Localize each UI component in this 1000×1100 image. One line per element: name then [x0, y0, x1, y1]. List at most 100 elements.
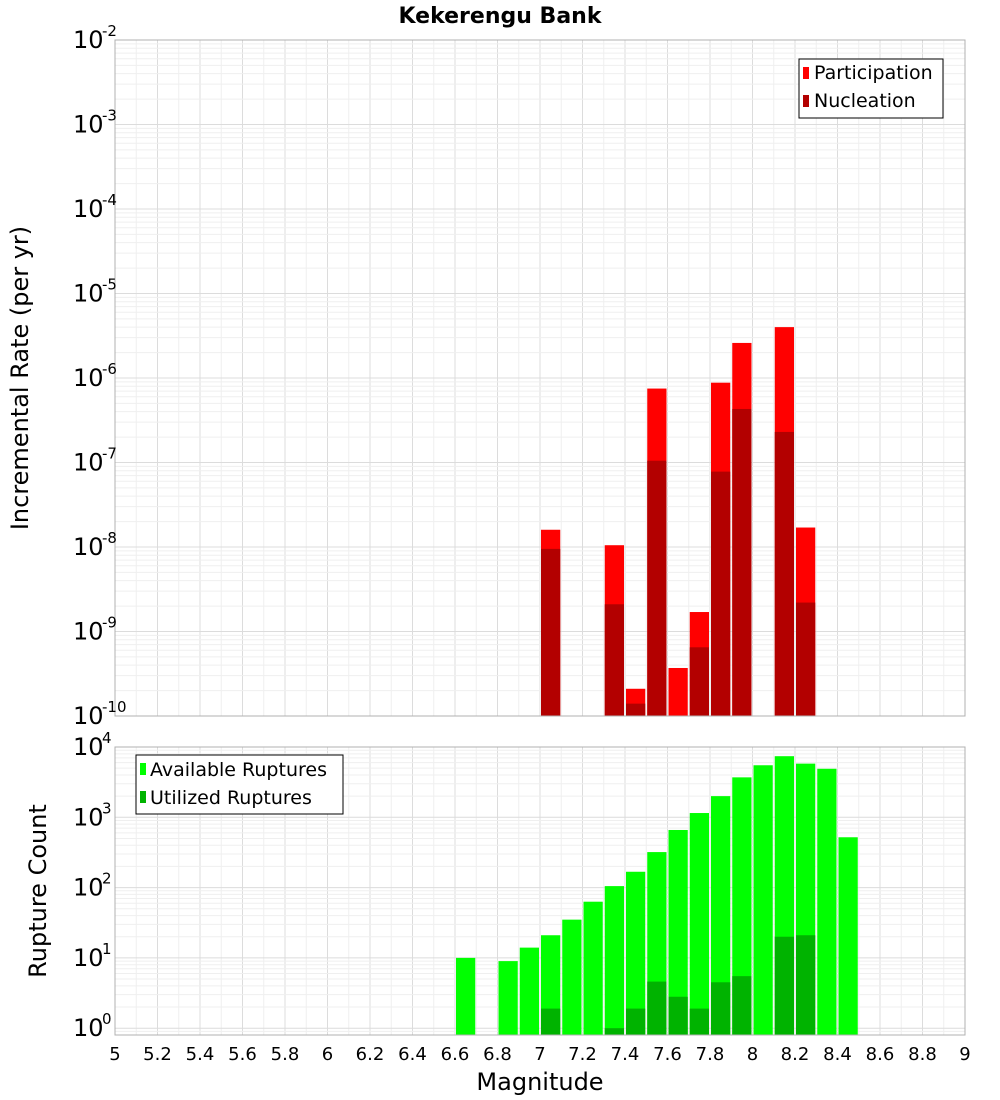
count-y-tick-exponent: 4: [102, 729, 112, 747]
available-ruptures-bar: [668, 829, 688, 1035]
count-bars: [456, 756, 858, 1035]
available-ruptures-bar: [456, 957, 476, 1035]
chart-title: Kekerengu Bank: [399, 4, 603, 29]
rate-y-tick-exponent: -4: [102, 191, 117, 209]
x-tick-label: 5.6: [228, 1044, 257, 1065]
utilized-ruptures-bar: [647, 981, 667, 1035]
count-y-axis-label: Rupture Count: [24, 804, 52, 978]
utilized-ruptures-bar: [604, 1028, 624, 1035]
x-tick-label: 8.8: [908, 1044, 937, 1065]
x-tick-label: 7: [534, 1044, 545, 1065]
nucleation-bar: [604, 604, 624, 716]
rate-y-tick-base: 10: [73, 364, 104, 392]
x-tick-label: 8: [747, 1044, 758, 1065]
count-y-tick-exponent: 1: [102, 940, 112, 958]
rate-y-tick-base: 10: [73, 195, 104, 223]
nucleation-bar: [711, 471, 731, 716]
utilized-ruptures-bar: [796, 935, 816, 1035]
rate-y-tick-exponent: -8: [102, 529, 117, 547]
utilized-ruptures-legend-label: Utilized Ruptures: [150, 787, 312, 809]
x-tick-label: 8.6: [866, 1044, 895, 1065]
utilized-ruptures-bar: [732, 976, 752, 1035]
x-tick-label: 5.4: [186, 1044, 215, 1065]
count-y-tick-base: 10: [73, 1014, 104, 1042]
x-tick-label: 5: [109, 1044, 120, 1065]
available-ruptures-bar: [498, 961, 518, 1035]
available-ruptures-bar: [562, 919, 582, 1035]
rate-plot-area: [114, 39, 966, 717]
utilized-ruptures-bar: [626, 1008, 646, 1035]
x-tick-label: 6.4: [398, 1044, 427, 1065]
utilized-ruptures-swatch: [140, 791, 146, 803]
rate-y-tick-exponent: -6: [102, 360, 117, 378]
available-ruptures-legend-label: Available Ruptures: [150, 759, 327, 781]
nucleation-bar: [796, 602, 816, 716]
nucleation-bar: [626, 703, 646, 716]
count-legend: Available Ruptures Utilized Ruptures: [135, 754, 344, 815]
participation-bar: [668, 667, 688, 716]
x-tick-label: 7.2: [568, 1044, 597, 1065]
x-tick-label: 6.8: [483, 1044, 512, 1065]
magnitude-x-ticks: 5 5.2 5.4 5.6 5.8 6 6.2 6.4 6.6 6.8 7 7.2 7.4 7.6 7.8 8…: [109, 1044, 970, 1065]
available-ruptures-bar: [817, 768, 837, 1035]
available-ruptures-bar: [519, 947, 539, 1035]
available-ruptures-bar: [583, 901, 603, 1035]
rate-y-tick-base: 10: [73, 702, 104, 730]
utilized-ruptures-bar: [668, 996, 688, 1035]
rate-legend: Participation Nucleation: [798, 58, 944, 119]
x-tick-label: 7.8: [696, 1044, 725, 1065]
rate-y-tick-base: 10: [73, 111, 104, 139]
nucleation-bar: [774, 431, 794, 716]
rate-y-tick-exponent: -7: [102, 445, 117, 463]
rate-y-tick-exponent: -5: [102, 276, 117, 294]
nucleation-bar: [732, 408, 752, 716]
nucleation-bar: [541, 548, 561, 716]
rate-bars: [541, 327, 816, 716]
available-ruptures-bar: [732, 777, 752, 1035]
utilized-ruptures-bar: [541, 1008, 561, 1035]
available-ruptures-bar: [626, 871, 646, 1035]
participation-swatch: [803, 67, 809, 79]
rate-y-tick-base: 10: [73, 280, 104, 308]
available-ruptures-bar: [711, 796, 731, 1035]
participation-legend-label: Participation: [814, 62, 933, 84]
rate-y-tick-exponent: -9: [102, 614, 117, 632]
count-y-tick-base: 10: [73, 733, 104, 761]
count-y-tick-base: 10: [73, 803, 104, 831]
rate-grid: [115, 39, 965, 717]
x-tick-label: 8.2: [781, 1044, 810, 1065]
x-tick-label: 7.4: [611, 1044, 640, 1065]
x-tick-label: 5.8: [271, 1044, 300, 1065]
count-y-tick-exponent: 2: [102, 870, 112, 888]
nucleation-legend-label: Nucleation: [814, 90, 916, 112]
count-y-tick-exponent: 3: [102, 799, 112, 817]
rate-y-tick-base: 10: [73, 26, 104, 54]
utilized-ruptures-bar: [689, 1008, 709, 1035]
nucleation-bar: [647, 460, 667, 716]
nucleation-swatch: [803, 95, 809, 107]
available-ruptures-bar: [604, 886, 624, 1035]
utilized-ruptures-bar: [774, 936, 794, 1035]
available-ruptures-swatch: [140, 763, 146, 775]
x-tick-label: 9: [959, 1044, 970, 1065]
available-ruptures-bar: [838, 837, 858, 1035]
rate-y-tick-base: 10: [73, 533, 104, 561]
rate-y-tick-base: 10: [73, 618, 104, 646]
count-legend-box: [135, 754, 344, 815]
rate-y-tick-exponent: -3: [102, 107, 117, 125]
x-tick-label: 5.2: [143, 1044, 172, 1065]
rate-y-tick-exponent: -2: [102, 22, 117, 40]
count-y-tick-base: 10: [73, 874, 104, 902]
count-y-tick-exponent: 0: [102, 1010, 112, 1028]
rate-y-axis-label: Incremental Rate (per yr): [6, 226, 34, 530]
nucleation-bar: [689, 647, 709, 716]
x-tick-label: 6: [322, 1044, 333, 1065]
x-tick-label: 8.4: [823, 1044, 852, 1065]
count-y-tick-base: 10: [73, 944, 104, 972]
rate-y-tick-base: 10: [73, 449, 104, 477]
